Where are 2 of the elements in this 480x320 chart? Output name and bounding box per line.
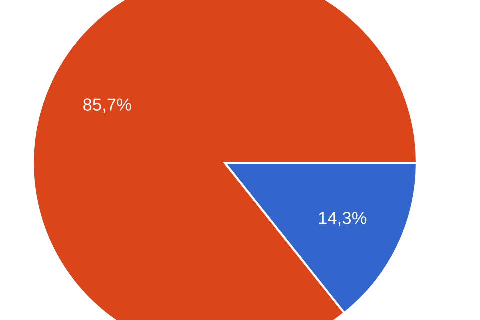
data-label: 14,3% [319,212,367,226]
data-label: 85,7% [84,98,132,114]
